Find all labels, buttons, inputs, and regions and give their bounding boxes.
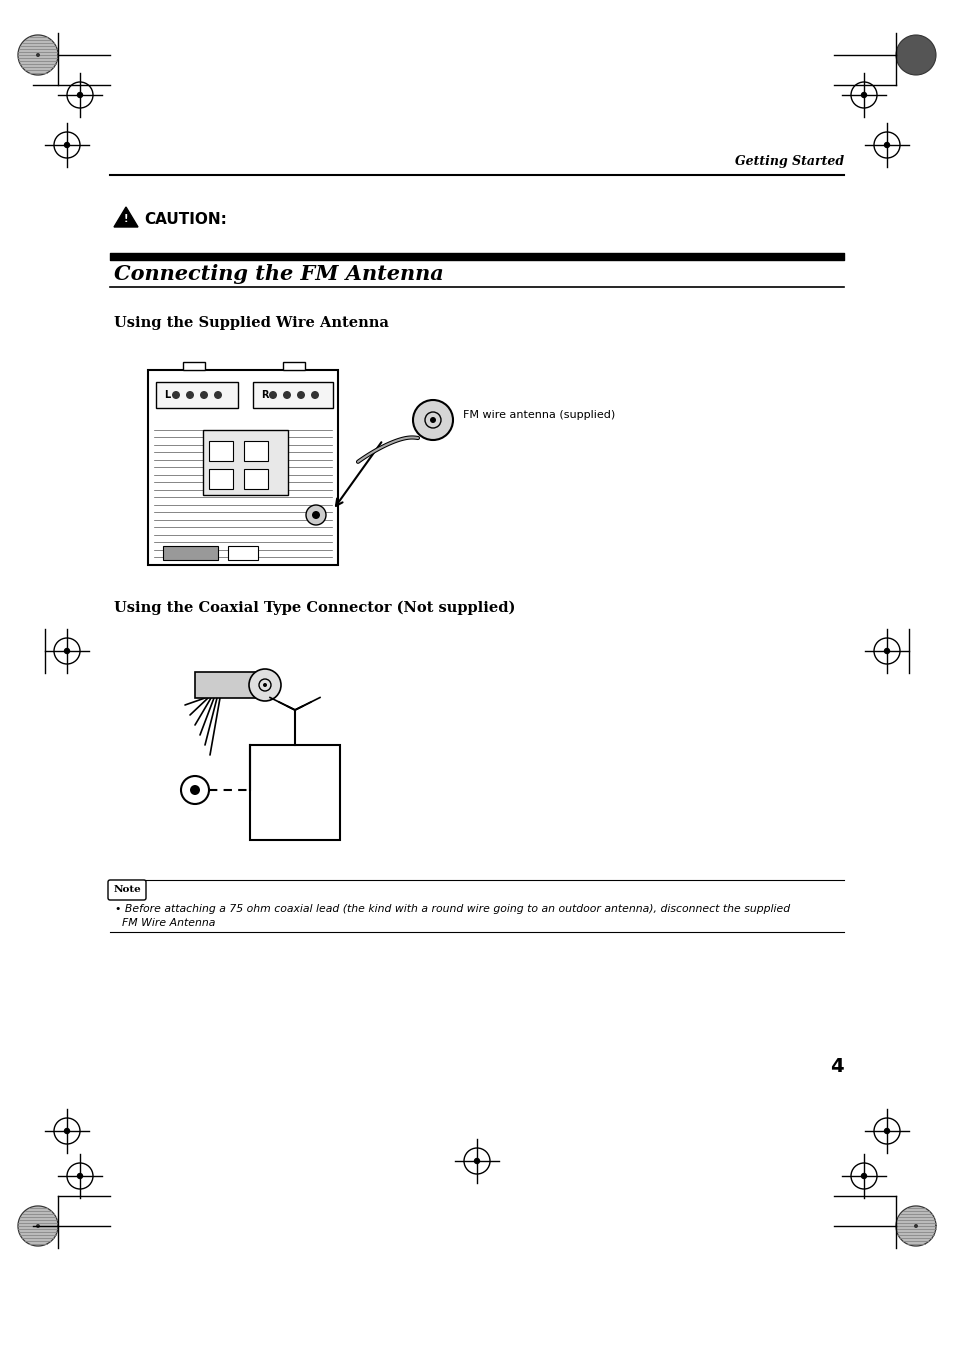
Circle shape: [36, 1224, 40, 1228]
Bar: [194, 671, 260, 698]
Bar: [228, 546, 257, 561]
Circle shape: [200, 390, 208, 399]
Bar: [156, 382, 237, 408]
Text: Using the Supplied Wire Antenna: Using the Supplied Wire Antenna: [113, 316, 389, 330]
Circle shape: [306, 505, 326, 526]
Text: Connecting the FM Antenna: Connecting the FM Antenna: [113, 263, 443, 284]
Polygon shape: [113, 207, 138, 227]
Text: CAUTION:: CAUTION:: [144, 212, 227, 227]
Circle shape: [883, 142, 888, 147]
Bar: [244, 469, 268, 489]
Circle shape: [283, 390, 291, 399]
Bar: [148, 370, 337, 565]
Circle shape: [312, 511, 319, 519]
Circle shape: [181, 775, 209, 804]
Text: Getting Started: Getting Started: [734, 155, 843, 168]
Circle shape: [474, 1159, 479, 1163]
Circle shape: [36, 53, 40, 57]
Circle shape: [77, 92, 82, 97]
Text: Note: Note: [113, 885, 141, 894]
Circle shape: [190, 785, 200, 794]
Circle shape: [65, 142, 70, 147]
Circle shape: [861, 92, 865, 97]
Text: Using the Coaxial Type Connector (Not supplied): Using the Coaxial Type Connector (Not su…: [113, 601, 515, 615]
Bar: [209, 440, 233, 461]
Circle shape: [430, 417, 436, 423]
Circle shape: [883, 1128, 888, 1133]
Circle shape: [65, 1128, 70, 1133]
Text: FM Wire Antenna: FM Wire Antenna: [115, 917, 215, 928]
Circle shape: [213, 390, 222, 399]
Bar: [244, 440, 268, 461]
Bar: [203, 430, 288, 494]
FancyBboxPatch shape: [108, 880, 146, 900]
Circle shape: [913, 1224, 917, 1228]
Text: L: L: [164, 390, 170, 400]
Text: !: !: [124, 213, 128, 224]
Polygon shape: [895, 1206, 935, 1246]
Circle shape: [172, 390, 180, 399]
Circle shape: [883, 648, 888, 654]
Circle shape: [186, 390, 193, 399]
Circle shape: [861, 1174, 865, 1178]
Text: R: R: [261, 390, 268, 400]
Circle shape: [269, 390, 276, 399]
Bar: [283, 362, 305, 370]
Circle shape: [296, 390, 305, 399]
Circle shape: [263, 684, 267, 688]
Circle shape: [249, 669, 281, 701]
Circle shape: [65, 648, 70, 654]
Bar: [253, 382, 333, 408]
Bar: [250, 744, 339, 840]
Circle shape: [77, 1174, 82, 1178]
Bar: [183, 362, 205, 370]
Text: 4: 4: [829, 1056, 843, 1075]
Circle shape: [895, 35, 935, 76]
Circle shape: [413, 400, 453, 440]
Text: FM wire antenna (supplied): FM wire antenna (supplied): [462, 409, 615, 420]
Bar: [209, 469, 233, 489]
Bar: [163, 546, 218, 561]
Polygon shape: [18, 35, 58, 76]
Circle shape: [311, 390, 318, 399]
Polygon shape: [18, 1206, 58, 1246]
Text: • Before attaching a 75 ohm coaxial lead (the kind with a round wire going to an: • Before attaching a 75 ohm coaxial lead…: [115, 904, 789, 915]
